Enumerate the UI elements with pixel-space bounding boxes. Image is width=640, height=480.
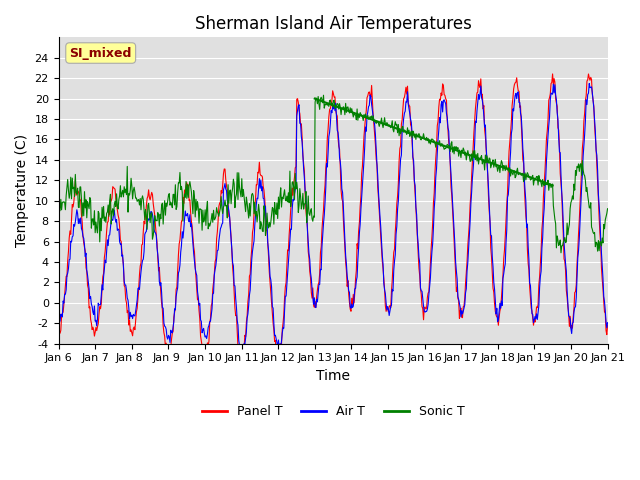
Sonic T xyxy=(604,206,611,212)
Air T xyxy=(417,285,424,291)
Text: SI_mixed: SI_mixed xyxy=(70,47,132,60)
Sonic T xyxy=(401,127,408,133)
Sonic T xyxy=(121,190,129,195)
Air T xyxy=(239,349,246,355)
Air T xyxy=(65,265,72,271)
Panel T xyxy=(121,284,129,290)
Sonic T xyxy=(54,203,62,209)
Air T xyxy=(54,318,62,324)
Title: Sherman Island Air Temperatures: Sherman Island Air Temperatures xyxy=(195,15,472,33)
Y-axis label: Temperature (C): Temperature (C) xyxy=(15,134,29,247)
Panel T xyxy=(273,360,281,365)
Air T xyxy=(206,319,214,324)
Panel T xyxy=(206,320,214,325)
Air T xyxy=(401,110,408,116)
Air T xyxy=(586,81,593,86)
Sonic T xyxy=(557,250,565,256)
Air T xyxy=(121,282,129,288)
Panel T xyxy=(401,95,408,100)
Panel T xyxy=(548,71,556,77)
Line: Panel T: Panel T xyxy=(58,74,607,362)
Legend: Panel T, Air T, Sonic T: Panel T, Air T, Sonic T xyxy=(196,400,469,423)
Panel T xyxy=(54,332,62,337)
Panel T xyxy=(177,228,184,234)
X-axis label: Time: Time xyxy=(316,369,350,383)
Sonic T xyxy=(65,188,72,193)
Sonic T xyxy=(206,223,214,229)
Panel T xyxy=(65,249,72,254)
Air T xyxy=(177,249,184,255)
Panel T xyxy=(417,286,424,292)
Line: Sonic T: Sonic T xyxy=(58,95,607,253)
Air T xyxy=(604,320,611,325)
Panel T xyxy=(604,323,611,328)
Sonic T xyxy=(417,137,424,143)
Sonic T xyxy=(319,92,327,98)
Sonic T xyxy=(177,187,184,192)
Line: Air T: Air T xyxy=(58,84,607,352)
